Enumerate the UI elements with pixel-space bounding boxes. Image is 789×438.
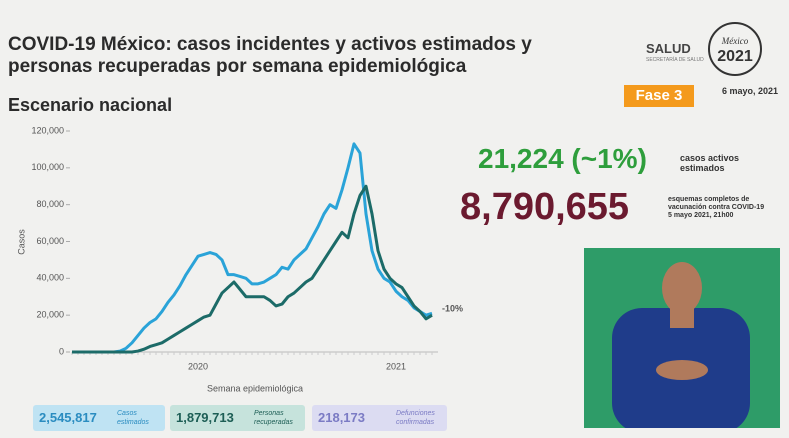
x-tick-label: 2020 [188,361,208,371]
y-tick-label: 80,000 [36,199,64,209]
slide-subtitle: Escenario nacional [8,95,173,115]
interpreter [612,262,750,433]
card: 218,173 Defunciones confirmadas [312,405,447,431]
y-tick-label: 0 [59,346,64,356]
card-label: Personas recuperadas [254,410,293,426]
card-value: 218,173 [318,410,365,425]
card: 1,879,713 Personas recuperadas [170,405,305,431]
card: 2,545,817 Casos estimados [33,405,165,431]
annotation: -10% [442,304,463,314]
vaccination-label: esquemas completos de vacunación contra … [668,196,765,219]
card-label: Casos estimados [117,410,149,426]
vaccinations: 8,790,655 [460,186,630,228]
phase-badge: Fase 3 [624,85,694,107]
series-line [72,142,433,354]
active-label: casos activos estimados [680,153,740,173]
logo-text: SALUD [646,41,691,56]
emblem-year: 2021 [717,48,753,65]
card-value: 1,879,713 [176,410,234,425]
chart: 0 20,000 40,000 60,000 80,000 100,000 120,000 2… [16,125,463,393]
x-axis-label: Semana epidemiológica [207,383,303,393]
logo-subtext: SECRETARÍA DE SALUD [646,57,704,63]
emblem [708,22,762,76]
y-tick-label: 120,000 [31,125,64,135]
y-tick-label: 40,000 [36,273,64,283]
date: 6 mayo, 2021 [721,86,778,96]
x-tick-label: 2021 [386,361,406,371]
slide-title: COVID-19 México: casos incidentes y acti… [8,34,532,77]
y-tick-label: 100,000 [31,162,64,172]
active-cases: 21,224 (~1%) [478,143,647,174]
y-tick-label: 60,000 [36,236,64,246]
series-line [72,184,433,354]
y-axis-label: Casos [16,229,26,255]
y-tick-label: 20,000 [36,310,64,320]
emblem-word: México [721,36,749,46]
card-label: Defunciones confirmadas [396,410,435,426]
card-value: 2,545,817 [39,410,97,425]
interpreter-video [584,248,780,433]
